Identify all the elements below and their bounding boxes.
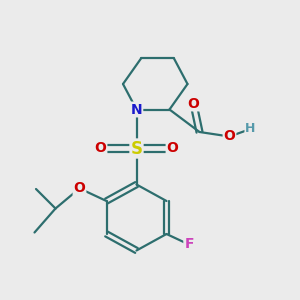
- Text: F: F: [184, 238, 194, 251]
- Text: H: H: [245, 122, 256, 136]
- Text: O: O: [74, 182, 86, 195]
- Text: O: O: [167, 142, 178, 155]
- Text: O: O: [224, 130, 236, 143]
- Text: N: N: [131, 103, 142, 116]
- Text: O: O: [94, 142, 106, 155]
- Text: O: O: [188, 97, 200, 110]
- Text: S: S: [130, 140, 142, 158]
